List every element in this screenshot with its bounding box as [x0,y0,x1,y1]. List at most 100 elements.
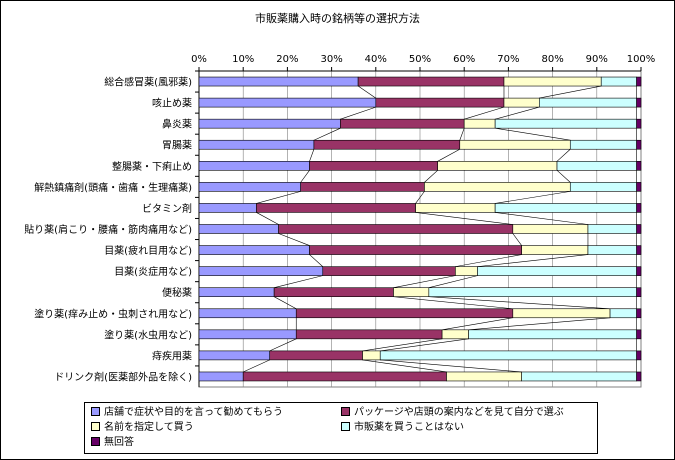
y-tick-label: 鼻炎薬 [162,118,192,131]
series-line [495,191,571,204]
series-line [313,127,341,141]
bar-segment [309,161,438,171]
legend-item: 市販薬を買うことはない [341,421,464,435]
bar-segment [521,245,589,255]
series-line [424,170,438,183]
bar-segment [459,139,571,150]
bar-segment [636,287,642,298]
bar-segment [636,76,642,87]
legend-swatch-3 [341,421,350,431]
series-line [274,275,323,288]
bar-segment [636,329,642,340]
x-tick-label: 20% [276,54,298,65]
series-line [380,359,522,373]
bar-segment [503,76,602,87]
bar-segment [424,182,571,192]
series-line [468,317,611,331]
bar-segment [600,76,637,87]
series-line [362,338,443,352]
x-tick-label: 100% [627,54,656,65]
y-tick-label: ドリンク剤(医薬部外品を除く) [54,370,192,383]
x-tick-label: 0% [191,54,207,65]
y-tick-label: 総合感冒薬(風邪薬) [104,76,192,89]
chart-plot: 0% 10% 20% 30% 40% 50% 60% 70% 80% 90% 100% 総合感冒薬(風… [24,54,656,388]
bar-segment [636,97,642,108]
legend-label: 名前を指定して買う [104,422,194,433]
bar-segment [512,224,589,234]
bar-segment [295,308,514,319]
series-line [340,106,376,120]
series-line [300,170,310,183]
series-line [256,191,301,204]
bar-segment [636,224,642,234]
legend-item: 無回答 [91,436,134,450]
bar-segment [494,203,637,213]
x-tick-label: 60% [453,54,475,65]
bar-segment [242,371,447,382]
bar-segment [569,139,637,150]
bar-segment [357,76,505,87]
bar-segment [278,224,514,234]
bar-segment [587,224,637,234]
legend-swatch-1 [341,406,350,416]
bar-segment [609,308,637,319]
bar-segment [198,308,297,319]
series-line [459,128,465,141]
x-tick-label: 30% [320,54,342,65]
bar-segment [295,329,443,340]
bar-segment [340,118,465,129]
x-tick-label: 80% [541,54,563,65]
series-line [415,191,425,204]
bar-segment [273,287,394,298]
bar-segment [256,203,416,213]
y-tick-label: 目薬(疲れ目用など) [104,244,192,257]
bar-segment [300,182,425,192]
chart-legend: 店舗で症状や目的を言って勧めてもらう パッケージや店頭の案内などを見て自分で選ぶ… [84,402,598,454]
bar-segment [446,371,522,382]
bar-segment [379,350,637,361]
series-line [442,317,513,331]
y-tick-label: 咳止め薬 [152,97,192,110]
bar-segment [636,266,642,276]
bar-segment [198,161,310,171]
legend-swatch-2 [91,421,100,431]
bar-segment [441,329,469,340]
bar-segment [198,97,377,108]
bar-segment [636,203,642,213]
x-tick-label: 90% [586,54,608,65]
bar-segment [313,139,461,150]
legend-swatch-0 [91,406,100,416]
legend-label: 無回答 [104,437,134,448]
series-line [512,233,522,246]
y-tick-label: 胃腸薬 [162,140,192,152]
bar-segment [636,350,642,361]
series-line [455,254,522,267]
bar-segment [636,118,642,129]
bar-segment [556,161,637,171]
bar-segment [539,97,637,108]
series-line [380,338,469,352]
series-line [243,359,270,373]
bar-segment [503,97,540,108]
legend-label: パッケージや店頭の案内などを見て自分で選ぶ [354,407,564,418]
bar-segment [269,350,363,361]
bar-segment [198,118,341,129]
bar-segment [309,245,522,255]
x-tick-label: 50% [409,54,431,65]
series-line [556,149,571,162]
bar-segment [428,287,637,298]
y-tick-label: 整腸薬・下痢止め [112,160,192,173]
series-line [428,275,478,288]
bar-segment [636,161,642,171]
y-tick-label: 目薬(炎症用など) [114,265,192,278]
bar-segment [569,182,637,192]
bar-segment [468,329,637,340]
series-line [278,233,310,246]
bar-segment [198,266,324,276]
x-tick-label: 10% [232,54,254,65]
series-line [428,296,611,310]
bar-segment [455,266,478,276]
bar-segment [393,287,430,298]
legend-label: 市販薬を買うことはない [354,422,464,433]
series-line [415,212,513,225]
